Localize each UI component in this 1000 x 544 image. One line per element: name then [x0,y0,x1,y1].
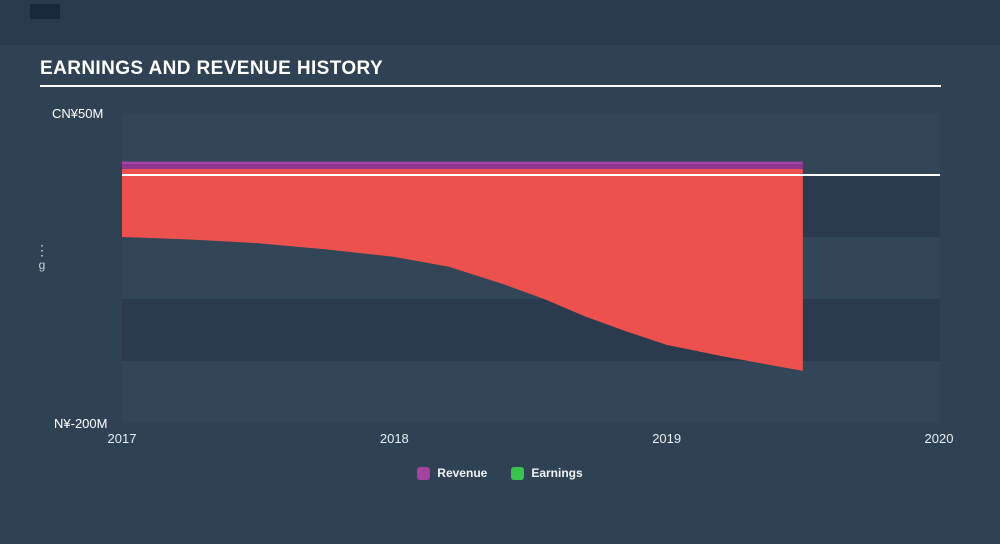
legend-item-revenue[interactable]: Revenue [417,466,487,480]
chart-legend: Revenue Earnings [0,466,1000,480]
top-left-box [30,4,60,19]
y-axis-max-label: CN¥50M [52,106,104,121]
axis-fragment-char: g [38,258,46,272]
legend-label-revenue: Revenue [437,466,488,480]
chart-title: EARNINGS AND REVENUE HISTORY [40,58,384,79]
chart-options-menu[interactable]: ⋮ g [34,243,50,271]
x-tick-2019: 2019 [652,431,682,446]
title-underline [40,85,941,87]
y-axis-min-label: N¥-200M [54,416,108,431]
top-strip [0,0,1000,45]
zero-axis-line [122,174,940,176]
x-tick-2020: 2020 [924,431,954,446]
earnings-swatch-icon [511,466,525,480]
legend-item-earnings[interactable]: Earnings [511,466,583,480]
x-tick-2017: 2017 [107,431,137,446]
legend-label-earnings: Earnings [531,466,583,480]
plot-gridbands [122,113,940,423]
x-tick-2018: 2018 [379,431,409,446]
vertical-ellipsis-icon: ⋮ [35,242,49,258]
revenue-swatch-icon [417,466,431,480]
x-axis: 2017 2018 2019 2020 [0,431,1000,449]
